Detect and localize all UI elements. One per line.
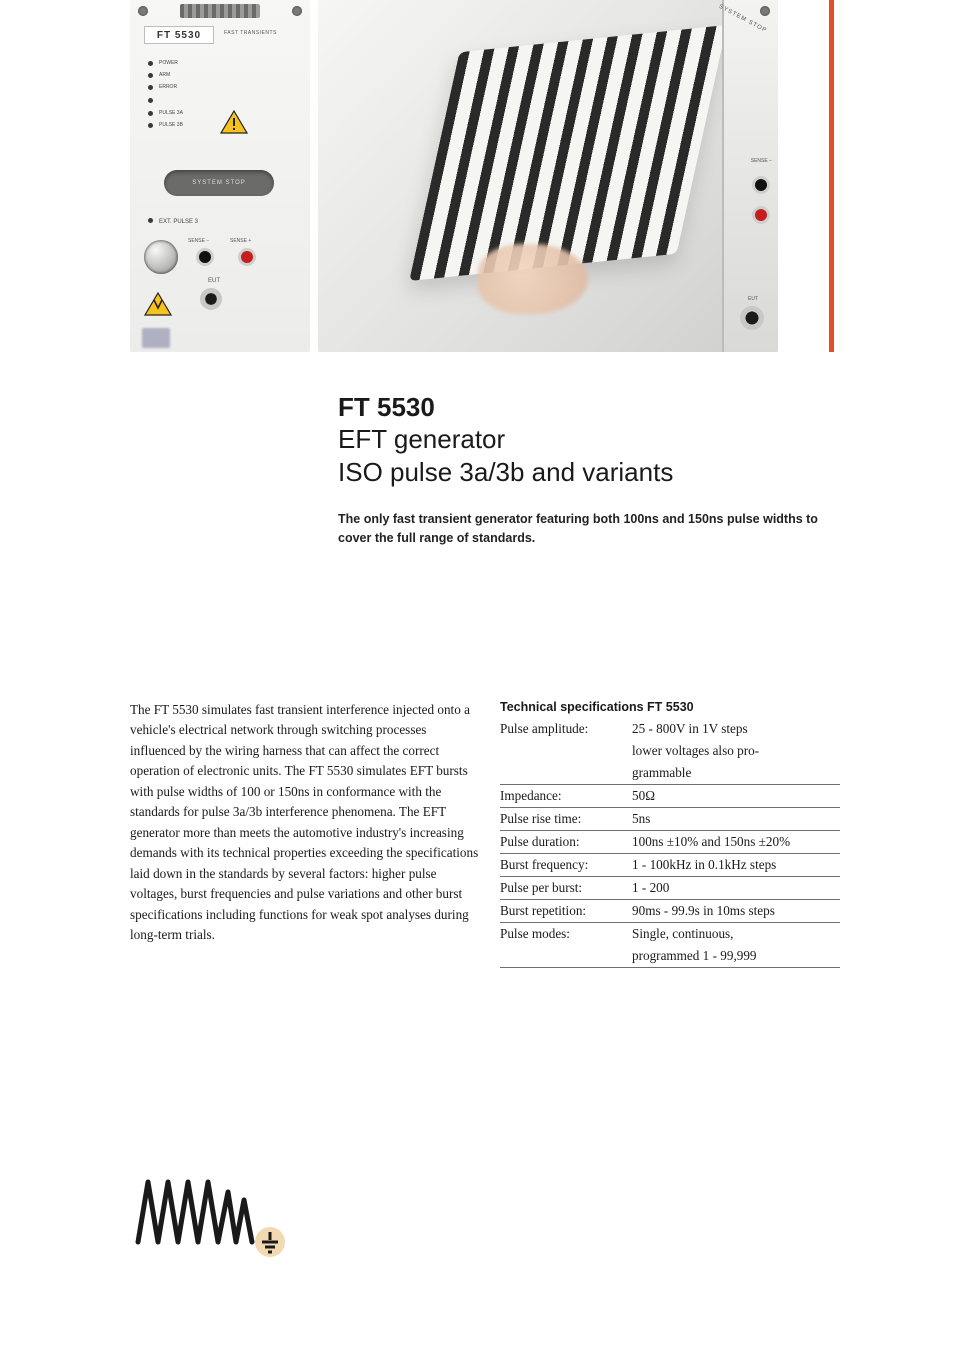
jack-black-icon — [752, 176, 770, 194]
subtitle-text: The only fast transient generator featur… — [338, 510, 838, 549]
hero-photos: FT 5530 FAST TRANSIENTS POWER ARM ERROR … — [130, 0, 830, 352]
table-row: Burst frequency:1 - 100kHz in 0.1kHz ste… — [500, 854, 840, 877]
spec-key — [500, 945, 632, 968]
sense-neg-label: SENSE − — [751, 158, 772, 164]
spec-key: Pulse per burst: — [500, 877, 632, 900]
table-row: Pulse modes:Single, continuous, — [500, 923, 840, 946]
burst-waveform-icon — [130, 1170, 290, 1260]
heatsink-fins — [409, 25, 727, 281]
hero-photo-front-panel: FT 5530 FAST TRANSIENTS POWER ARM ERROR … — [130, 0, 310, 352]
led-item: PULSE 3A — [148, 110, 183, 116]
spec-value: 50Ω — [632, 785, 840, 808]
product-code: FT 5530 — [338, 392, 838, 423]
specs-table: Pulse amplitude:25 - 800V in 1V stepslow… — [500, 718, 840, 968]
hero-photo-side: SYSTEM STOP SENSE − EUT — [318, 0, 778, 352]
spec-value: 5ns — [632, 808, 840, 831]
spec-value: Single, continuous, — [632, 923, 840, 946]
sense-pos-label: SENSE + — [230, 238, 251, 244]
led-list: POWER ARM ERROR PULSE 3A PULSE 3B — [148, 60, 183, 134]
eut-connector-icon — [200, 288, 222, 310]
ext-pulse-label: EXT. PULSE 3 — [148, 218, 198, 225]
screw-icon — [760, 6, 770, 16]
photo-blur — [142, 328, 170, 348]
warning-triangle-icon — [220, 110, 248, 134]
led-item: PULSE 3B — [148, 122, 183, 128]
spec-value: programmed 1 - 99,999 — [632, 945, 840, 968]
screw-icon — [138, 6, 148, 16]
ground-warning-icon — [144, 292, 172, 316]
eut-label: EUT — [208, 278, 220, 284]
table-row: grammable — [500, 762, 840, 785]
spec-key — [500, 762, 632, 785]
screw-icon — [292, 6, 302, 16]
jack-red-icon — [238, 248, 256, 266]
spec-key: Pulse amplitude: — [500, 718, 632, 740]
table-row: Pulse amplitude:25 - 800V in 1V steps — [500, 718, 840, 740]
body-paragraph: The FT 5530 simulates fast transient int… — [130, 700, 480, 968]
device-model-label: FT 5530 — [144, 26, 214, 44]
system-stop-button: SYSTEM STOP — [164, 170, 274, 196]
table-row: Pulse rise time:5ns — [500, 808, 840, 831]
product-line-3: ISO pulse 3a/3b and variants — [338, 456, 838, 489]
spec-key: Burst repetition: — [500, 900, 632, 923]
side-jacks: SENSE − — [751, 158, 772, 224]
body-row: The FT 5530 simulates fast transient int… — [130, 700, 840, 968]
spec-key: Pulse rise time: — [500, 808, 632, 831]
specs-block: Technical specifications FT 5530 Pulse a… — [500, 700, 840, 968]
eut-connector-icon — [740, 306, 764, 330]
led-item: ERROR — [148, 84, 183, 90]
device-sub-label: FAST TRANSIENTS — [224, 30, 277, 36]
table-row: Impedance:50Ω — [500, 785, 840, 808]
spec-value: 25 - 800V in 1V steps — [632, 718, 840, 740]
table-row: lower voltages also pro- — [500, 740, 840, 762]
eut-label: EUT — [748, 296, 758, 302]
spec-value: 1 - 100kHz in 0.1kHz steps — [632, 854, 840, 877]
rotary-knob-icon — [144, 240, 178, 274]
spec-key — [500, 740, 632, 762]
spec-key: Burst frequency: — [500, 854, 632, 877]
led-item: POWER — [148, 60, 183, 66]
product-line-2: EFT generator — [338, 423, 838, 456]
sense-neg-label: SENSE − — [188, 238, 209, 244]
table-row: programmed 1 - 99,999 — [500, 945, 840, 968]
specs-title: Technical specifications FT 5530 — [500, 700, 840, 714]
hand-blur — [478, 244, 588, 314]
table-row: Pulse duration:100ns ±10% and 150ns ±20% — [500, 831, 840, 854]
jack-red-icon — [752, 206, 770, 224]
spec-value: lower voltages also pro- — [632, 740, 840, 762]
datasheet-page: FT 5530 FAST TRANSIENTS POWER ARM ERROR … — [0, 0, 954, 1350]
spec-key: Pulse duration: — [500, 831, 632, 854]
spec-key: Impedance: — [500, 785, 632, 808]
spec-value: 100ns ±10% and 150ns ±20% — [632, 831, 840, 854]
table-row: Burst repetition:90ms - 99.9s in 10ms st… — [500, 900, 840, 923]
spec-value: grammable — [632, 762, 840, 785]
spec-value: 1 - 200 — [632, 877, 840, 900]
table-row: Pulse per burst:1 - 200 — [500, 877, 840, 900]
spec-value: 90ms - 99.9s in 10ms steps — [632, 900, 840, 923]
led-item: ARM — [148, 72, 183, 78]
title-block: FT 5530 EFT generator ISO pulse 3a/3b an… — [338, 392, 838, 488]
spec-key: Pulse modes: — [500, 923, 632, 946]
vent-slots — [180, 4, 260, 18]
jack-black-icon — [196, 248, 214, 266]
